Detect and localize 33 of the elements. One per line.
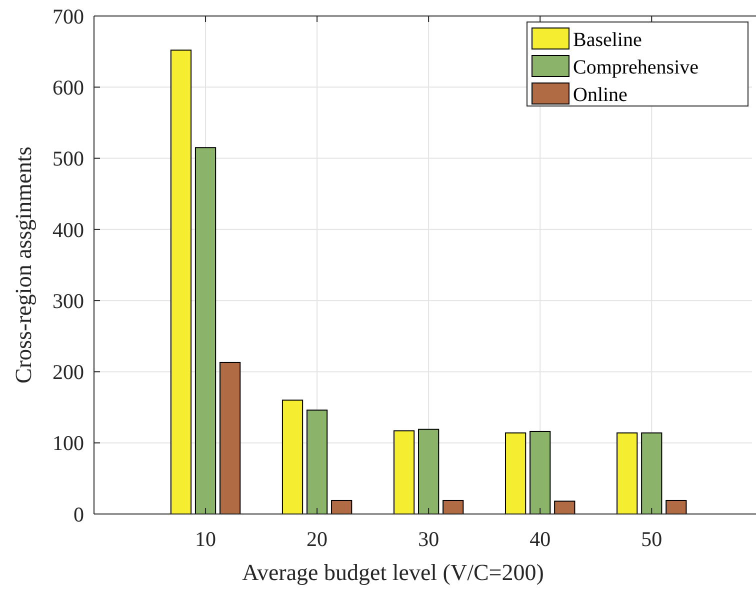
bar <box>554 500 576 514</box>
bar <box>666 500 687 514</box>
x-tick-label: 30 <box>418 527 440 551</box>
y-tick-label: 100 <box>52 431 84 456</box>
bar <box>220 362 241 514</box>
x-tick-label: 50 <box>641 527 662 551</box>
x-tick-label: 20 <box>306 527 328 551</box>
bar <box>442 500 464 514</box>
y-tick-label: 0 <box>74 502 84 526</box>
bar <box>170 50 192 514</box>
x-tick-label: 10 <box>195 527 216 551</box>
bar <box>641 432 662 514</box>
bar <box>194 147 216 514</box>
bar <box>393 430 415 514</box>
bar <box>530 430 551 514</box>
bar <box>418 428 440 514</box>
bar <box>282 400 304 514</box>
legend-label: Online <box>573 84 628 106</box>
y-tick-label: 500 <box>52 146 84 171</box>
bar <box>505 432 526 514</box>
y-axis-title: Cross-region assginments <box>11 146 36 384</box>
x-axis-title: Average budget level (V/C=200) <box>242 560 544 585</box>
y-tick-label: 300 <box>52 288 84 313</box>
legend-label: Comprehensive <box>573 56 699 78</box>
bar <box>616 432 638 514</box>
bar <box>306 410 328 514</box>
y-tick-label: 600 <box>52 75 84 100</box>
bar <box>331 500 352 514</box>
y-tick-label: 700 <box>52 4 84 28</box>
legend-label: Baseline <box>573 29 642 51</box>
x-tick-label: 40 <box>530 527 551 551</box>
y-tick-label: 400 <box>52 218 84 242</box>
y-tick-label: 200 <box>52 360 84 384</box>
